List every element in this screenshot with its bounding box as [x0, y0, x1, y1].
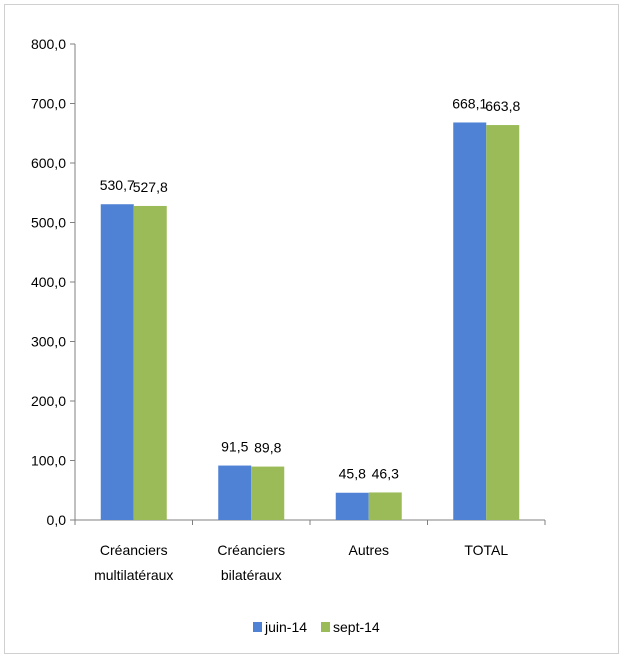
- legend-swatch: [321, 622, 330, 632]
- y-tick-label: 400,0: [31, 274, 66, 290]
- data-label: 663,8: [485, 98, 520, 114]
- bar: [368, 492, 402, 520]
- x-tick-label: Autres: [349, 542, 389, 558]
- y-tick-label: 600,0: [31, 155, 66, 171]
- bar: [486, 125, 520, 520]
- bar: [251, 466, 285, 520]
- bars: [100, 122, 520, 521]
- x-tick-label: Créanciers bilatéraux: [217, 542, 285, 583]
- x-tick-label: Créanciers multilatéraux: [94, 542, 173, 583]
- y-tick-label: 200,0: [31, 393, 66, 409]
- bar: [133, 205, 167, 521]
- legend: juin-14 sept-14: [253, 619, 380, 635]
- x-tick-label: TOTAL: [464, 542, 508, 558]
- legend-label: sept-14: [333, 619, 380, 635]
- y-tick-label: 800,0: [31, 36, 66, 52]
- data-label: 530,7: [100, 177, 135, 193]
- data-label: 46,3: [372, 465, 399, 481]
- data-label: 45,8: [339, 466, 366, 482]
- axes: 0,0 100,0 200,0 300,0 400,0 500,0 600,0 700,0 80…: [31, 36, 546, 528]
- bar: [453, 122, 487, 520]
- data-label: 668,1: [452, 95, 487, 111]
- data-label: 91,5: [221, 439, 248, 455]
- y-tick-label: 100,0: [31, 453, 66, 469]
- legend-swatch: [253, 622, 262, 632]
- legend-label: juin-14: [264, 619, 307, 635]
- data-label: 89,8: [254, 440, 281, 456]
- bar: [335, 492, 369, 520]
- bar: [218, 465, 252, 520]
- y-tick-label: 700,0: [31, 96, 66, 112]
- y-tick-label: 300,0: [31, 334, 66, 350]
- bar: [100, 204, 134, 520]
- y-tick-label: 0,0: [47, 512, 67, 528]
- y-tick-label: 500,0: [31, 215, 66, 231]
- data-label: 527,8: [133, 179, 168, 195]
